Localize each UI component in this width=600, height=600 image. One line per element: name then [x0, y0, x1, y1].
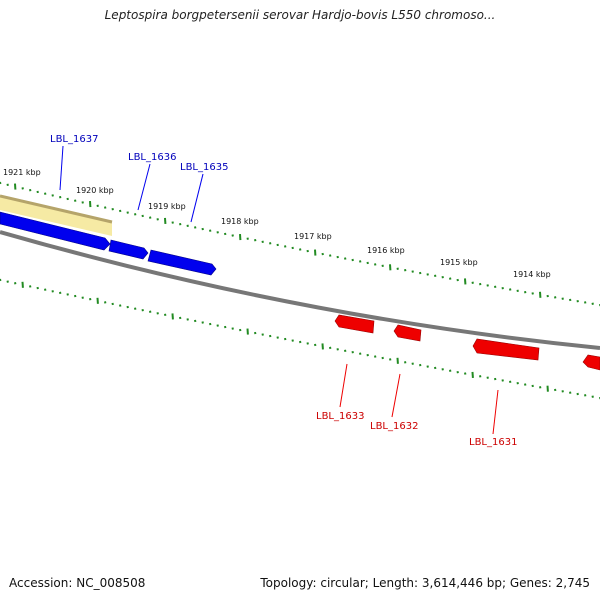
reverse-gene-arrow[interactable]: [472, 338, 540, 361]
reverse-gene-arrow-partial[interactable]: [582, 354, 600, 371]
backbone-line: [0, 230, 600, 350]
chromosome-backbone: [0, 230, 600, 350]
highlight-band: [0, 194, 113, 236]
label-layer: 1921 kbp 1920 kbp 1919 kbp 1918 kbp 1917 kbp…: [3, 134, 551, 448]
kbp-label: 1921 kbp: [3, 168, 41, 177]
map-title: Leptospira borgpetersenii serovar Hardjo…: [104, 8, 496, 22]
kbp-label: 1914 kbp: [513, 270, 551, 279]
highlight-edge: [0, 194, 113, 224]
forward-gene-label[interactable]: LBL_1635: [180, 162, 228, 173]
outer-tick-ring: [0, 181, 600, 307]
inner-tick-ring: [0, 278, 600, 400]
reverse-gene-arrow[interactable]: [393, 324, 422, 342]
forward-gene-leader: [137, 163, 151, 211]
reverse-gene-label[interactable]: LBL_1633: [316, 411, 364, 422]
forward-gene-label[interactable]: LBL_1637: [50, 134, 98, 145]
reverse-gene-label[interactable]: LBL_1631: [469, 437, 517, 448]
reverse-gene-label[interactable]: LBL_1632: [370, 421, 418, 432]
reverse-gene-leader: [391, 373, 401, 418]
kbp-label: 1916 kbp: [367, 246, 405, 255]
highlight-fill: [0, 196, 112, 236]
reverse-gene-leader: [492, 389, 499, 435]
forward-gene-label[interactable]: LBL_1636: [128, 152, 176, 163]
gene-track: [0, 211, 600, 371]
forward-gene-leader: [190, 173, 204, 223]
kbp-label: 1920 kbp: [76, 186, 114, 195]
kbp-label: 1919 kbp: [148, 202, 186, 211]
forward-gene-arrow[interactable]: [147, 249, 217, 276]
reverse-gene-arrow[interactable]: [334, 314, 375, 334]
forward-gene-arrow[interactable]: [0, 211, 111, 251]
accession-text: Accession: NC_008508: [9, 576, 146, 590]
topology-text: Topology: circular; Length: 3,614,446 bp…: [260, 576, 590, 590]
kbp-label: 1915 kbp: [440, 258, 478, 267]
forward-gene-leader: [59, 145, 64, 191]
kbp-label: 1917 kbp: [294, 232, 332, 241]
reverse-gene-leader: [339, 363, 348, 408]
kbp-label: 1918 kbp: [221, 217, 259, 226]
forward-gene-arrow[interactable]: [108, 239, 149, 260]
